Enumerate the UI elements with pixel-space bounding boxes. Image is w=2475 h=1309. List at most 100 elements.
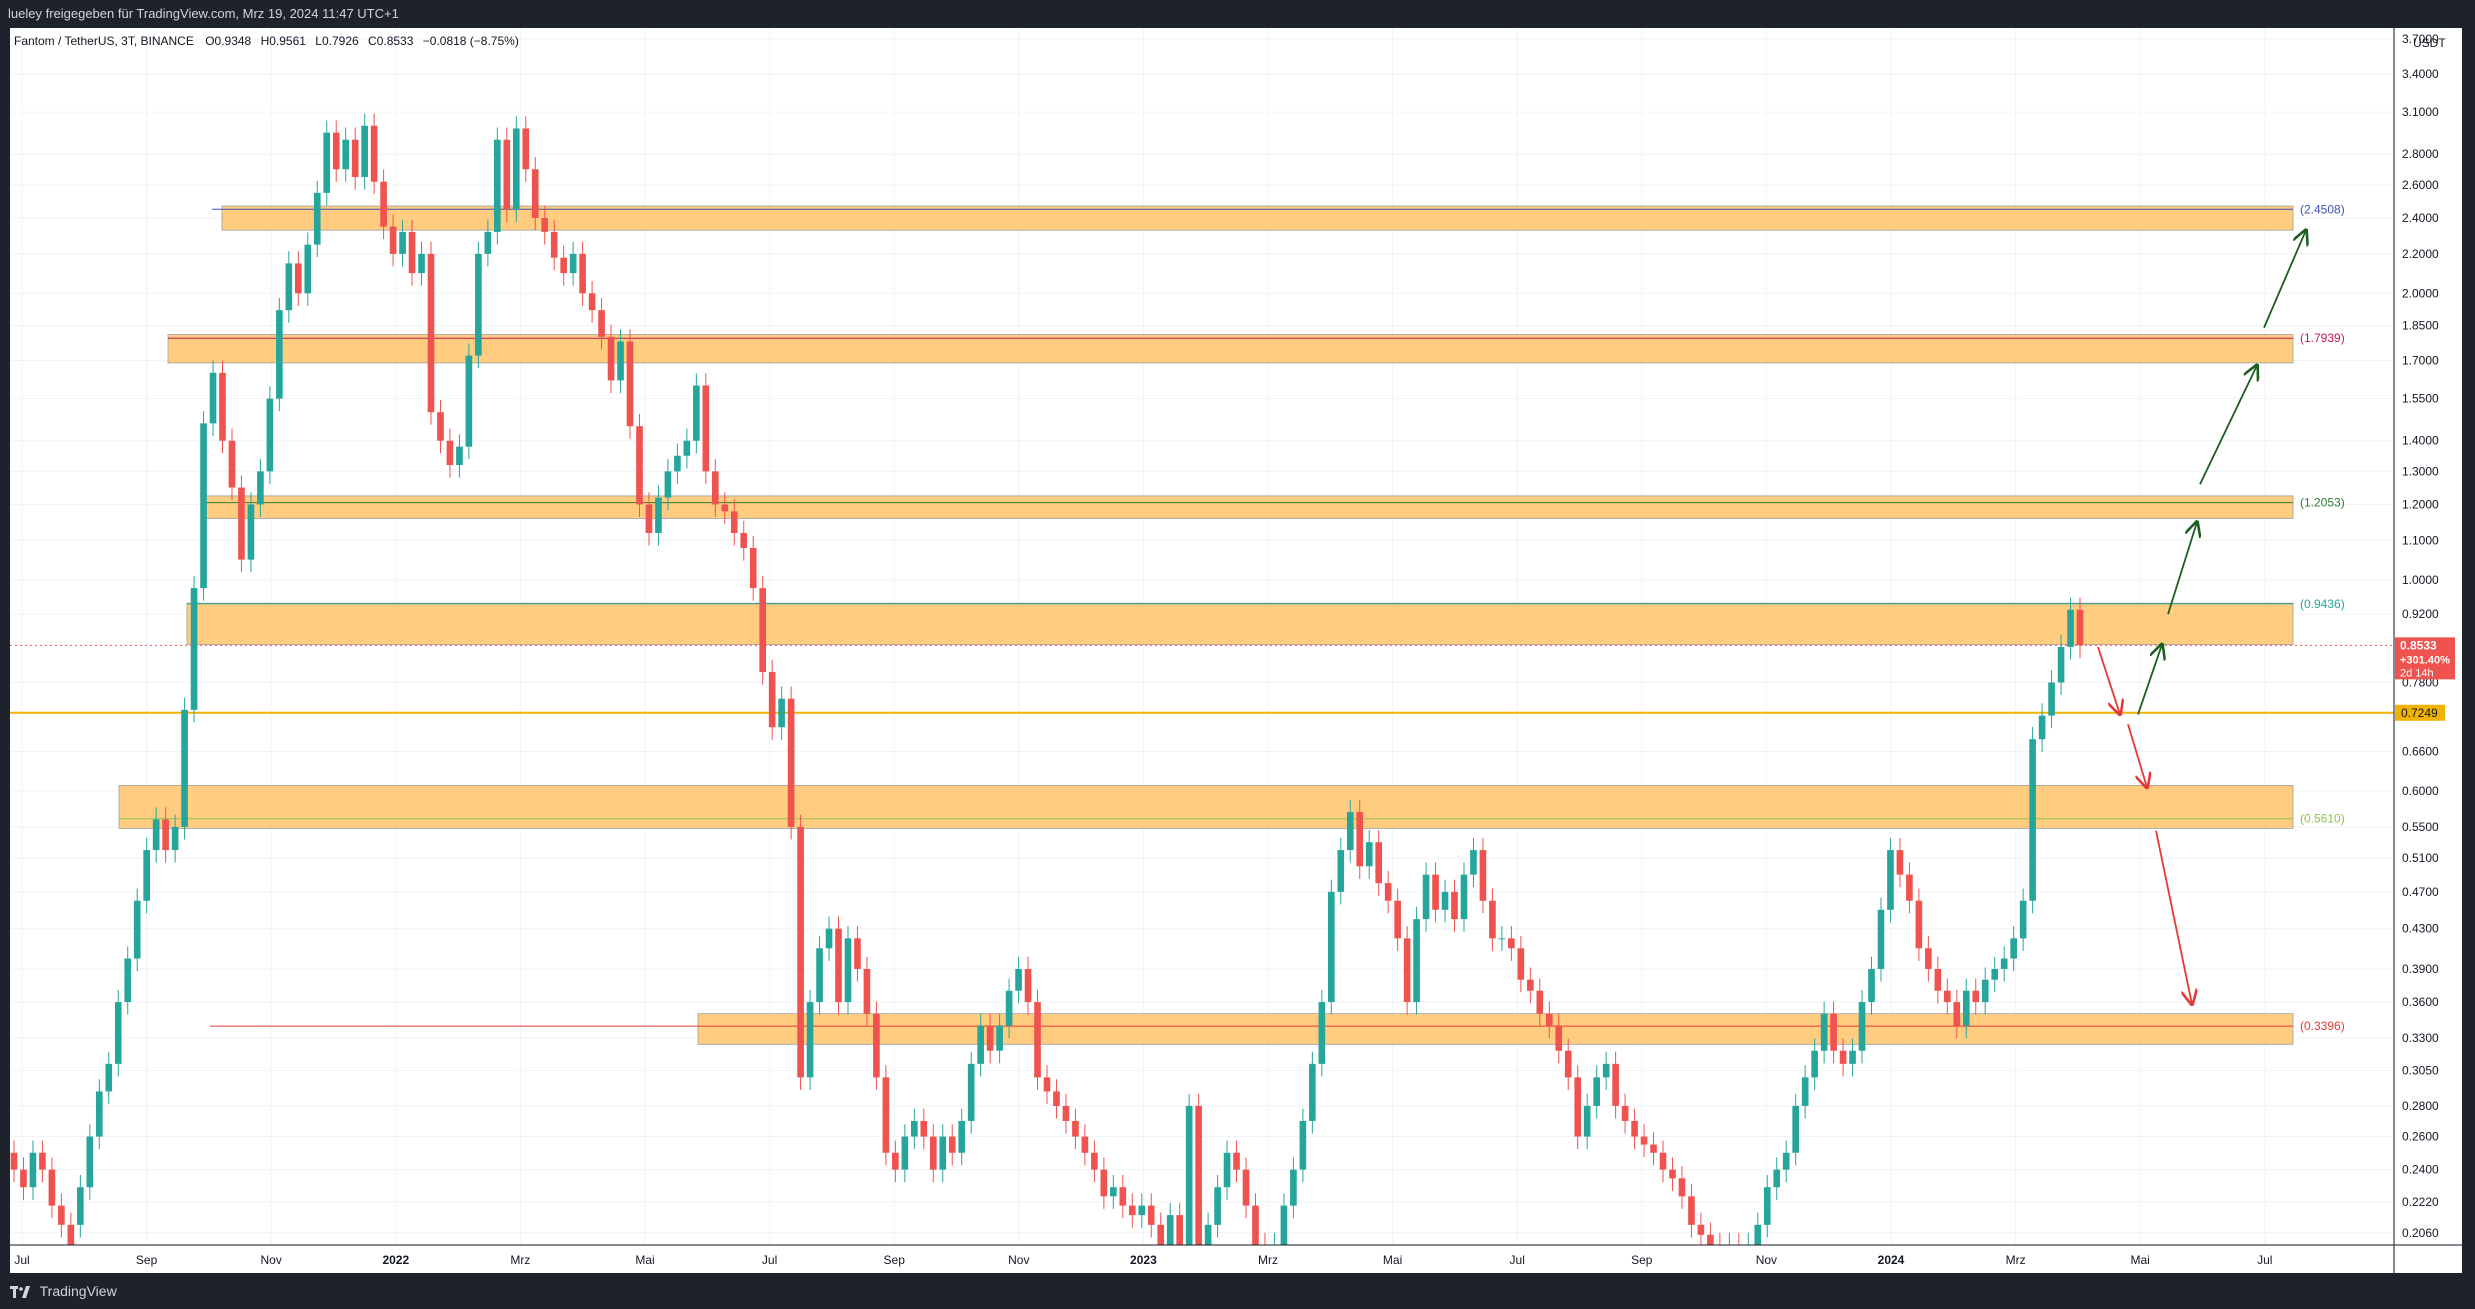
candle-body: [1745, 1245, 1752, 1266]
candle-body: [1233, 1152, 1240, 1170]
candle-body: [1280, 1205, 1288, 1245]
candle-body: [1925, 948, 1932, 969]
candle-body: [1470, 850, 1477, 875]
candle-body: [456, 446, 463, 466]
candle-body: [768, 672, 776, 728]
sr-zone: [186, 602, 2294, 645]
candle-body: [257, 471, 264, 505]
price-tick-label: 0.2060: [2402, 1226, 2439, 1240]
candle-body: [683, 440, 691, 456]
candle-body: [1451, 891, 1458, 920]
candle-body: [1384, 883, 1392, 901]
candle-body: [190, 588, 198, 710]
candle-body: [171, 826, 179, 851]
candle-body: [1688, 1196, 1695, 1225]
candle-body: [86, 1136, 94, 1188]
arrow-up: [2199, 365, 2257, 485]
hline-price: 0.7249: [2401, 706, 2438, 720]
price-tick-label: 0.2600: [2402, 1130, 2439, 1144]
candle-body: [2057, 646, 2065, 683]
candle-body: [181, 709, 188, 827]
candle-body: [1394, 900, 1401, 939]
candle-body: [1868, 968, 1875, 1003]
price-tick-label: 0.2400: [2402, 1163, 2439, 1177]
candle-body: [1621, 1105, 1629, 1121]
candle-body: [20, 1169, 27, 1188]
candle-body: [759, 588, 767, 673]
legend-open: O0.9348: [205, 34, 251, 48]
candle-body: [1782, 1152, 1790, 1170]
candle-body: [143, 850, 150, 901]
candle-body: [1991, 968, 1999, 980]
candle-body: [1669, 1169, 1676, 1179]
candle-body: [351, 139, 359, 177]
time-tick-label: Jul: [762, 1253, 777, 1267]
candle-body: [494, 139, 501, 232]
candle-body: [1147, 1205, 1155, 1225]
chart-frame[interactable]: (2.4508) (1.7939) (1.2053) (0.9436) (0.5610)…: [10, 28, 2462, 1273]
candle-body: [1820, 1013, 1828, 1051]
candle-body: [1631, 1120, 1638, 1137]
candle-body: [2000, 958, 2008, 969]
candle-body: [1252, 1205, 1259, 1245]
price-tick-label: 3.1000: [2402, 105, 2439, 119]
candle-body: [730, 511, 738, 533]
candle-body: [1801, 1077, 1809, 1106]
time-tick-label: Mrz: [1258, 1253, 1278, 1267]
candle-body: [2038, 715, 2046, 740]
level-label: (0.9436): [2300, 597, 2345, 611]
candle-body: [475, 253, 482, 356]
candle-body: [370, 125, 378, 182]
candle-body: [911, 1120, 918, 1137]
candle-body: [1517, 948, 1525, 980]
candle-body: [816, 948, 823, 1003]
candle-body: [10, 1152, 18, 1170]
price-tick-label: 0.5100: [2402, 851, 2439, 865]
arrow-down: [2097, 646, 2120, 714]
price-tick-label: 0.9200: [2402, 607, 2439, 621]
share-header: lueley freigegeben für TradingView.com, …: [0, 0, 2475, 28]
candle-body: [2048, 682, 2055, 716]
candle-body: [550, 231, 558, 258]
candle-body: [1830, 1013, 1837, 1051]
candle-body: [418, 253, 425, 274]
sr-zone: [201, 495, 2294, 519]
price-tick-label: 0.2220: [2402, 1195, 2439, 1209]
price-tick-label: 0.5500: [2402, 820, 2439, 834]
candle-body: [882, 1077, 890, 1153]
candle-body: [389, 226, 397, 254]
price-tick-label: 1.7000: [2402, 353, 2439, 367]
candle-body: [1441, 891, 1449, 910]
candle-body: [2019, 900, 2027, 939]
last-price-change: +301.40%: [2400, 654, 2450, 666]
price-axis[interactable]: 3.7000 3.4000 3.1000 2.8000 2.6000 2.4000 2.20…: [2402, 32, 2439, 1240]
candle-body: [617, 341, 624, 381]
time-axis[interactable]: Jul Sep Nov 2022 Mrz Mai Jul Sep Nov 2023 Mrz Mai Ju…: [14, 1253, 2272, 1267]
candle-body: [1953, 1002, 1961, 1026]
candle-body: [1858, 1002, 1866, 1051]
candle-body: [1204, 1224, 1212, 1245]
candle-body: [1811, 1050, 1818, 1078]
candle-body: [1100, 1169, 1108, 1197]
price-tick-label: 0.4300: [2402, 922, 2439, 936]
candle-body: [77, 1187, 84, 1225]
time-tick-label: Mai: [2131, 1253, 2150, 1267]
price-tick-label: 1.1000: [2402, 533, 2439, 547]
candle-body: [39, 1152, 46, 1170]
chart-svg[interactable]: (2.4508) (1.7939) (1.2053) (0.9436) (0.5610)…: [10, 28, 2462, 1273]
candle-body: [920, 1120, 928, 1137]
candle-body: [304, 244, 312, 294]
candle-body: [1015, 968, 1022, 991]
candle-body: [95, 1091, 103, 1137]
legend[interactable]: Fantom / TetherUS, 3T, BINANCE O0.9348 H…: [14, 34, 519, 48]
time-tick-label: 2022: [382, 1253, 409, 1267]
footer-bar: TradingView: [0, 1273, 2475, 1309]
candle-body: [1896, 850, 1904, 875]
candle-body: [1754, 1224, 1762, 1245]
candle-body: [2029, 739, 2036, 901]
time-tick-label: Jul: [1510, 1253, 1525, 1267]
candle-body: [588, 293, 596, 311]
candle-body: [1223, 1152, 1231, 1188]
candle-body: [1906, 874, 1913, 901]
candle-body: [1612, 1063, 1619, 1106]
